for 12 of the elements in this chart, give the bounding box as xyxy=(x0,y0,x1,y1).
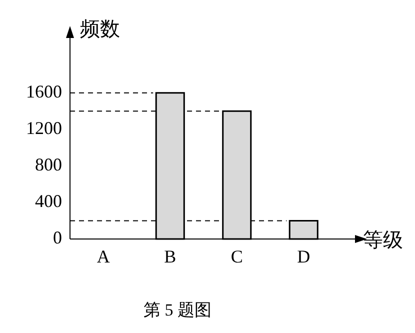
y-tick-label: 400 xyxy=(35,191,62,212)
x-tick-label: A xyxy=(96,246,110,267)
y-axis-title: 频数 xyxy=(80,18,120,40)
x-axis-title: 等级 xyxy=(363,229,403,252)
x-tick-label: B xyxy=(164,246,176,267)
y-tick-label: 1200 xyxy=(26,118,62,138)
text: 第 5 题图 xyxy=(144,300,212,320)
x-tick-label: D xyxy=(297,246,310,267)
x-tick-label: C xyxy=(230,246,243,267)
y-tick-label: 0 xyxy=(53,228,62,248)
y-tick-label: 1600 xyxy=(26,82,62,102)
y-tick-label: 800 xyxy=(35,154,62,175)
